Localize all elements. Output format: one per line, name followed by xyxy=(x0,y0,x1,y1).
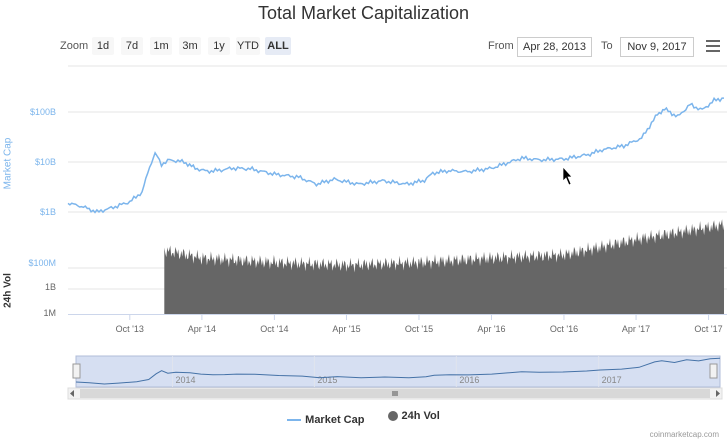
navigator-left-handle[interactable] xyxy=(72,363,81,379)
x-axis-tick-label: Oct '17 xyxy=(694,324,722,334)
market-cap-tick-label: $100B xyxy=(30,107,56,117)
to-label: To xyxy=(601,40,613,52)
legend-label-volume: 24h Vol xyxy=(401,410,440,422)
x-axis-tick-label: Apr '15 xyxy=(332,324,360,334)
navigator-right-handle[interactable] xyxy=(709,363,718,379)
hamburger-menu-icon[interactable] xyxy=(706,40,720,52)
volume-tick-label: 1M xyxy=(43,308,56,318)
to-date-input[interactable]: Nov 9, 2017 xyxy=(620,37,694,57)
navigator-year-label: 2014 xyxy=(175,375,195,385)
chart-title: Total Market Capitalization xyxy=(257,3,470,23)
market-cap-tick-label: $10B xyxy=(35,157,56,167)
x-axis-tick-label: Oct '14 xyxy=(260,324,288,334)
navigator-selection-area[interactable] xyxy=(75,355,721,388)
zoom-1m-button[interactable]: 1m xyxy=(150,37,172,55)
volume-legend-dot-icon xyxy=(387,411,398,421)
x-axis-tick-label: Apr '14 xyxy=(188,324,216,334)
zoom-label: Zoom xyxy=(60,40,89,52)
legend-item-volume[interactable]: 24h Vol xyxy=(387,410,440,422)
navigator-series-line xyxy=(75,357,721,385)
scroll-right-arrow-icon[interactable] xyxy=(716,390,720,397)
legend-label-market-cap: Market Cap xyxy=(305,414,365,426)
x-axis-tick-label: Oct '15 xyxy=(405,324,433,334)
zoom-all-button[interactable]: ALL xyxy=(265,37,291,55)
zoom-ytd-button[interactable]: YTD xyxy=(236,37,260,55)
credit-link[interactable]: coinmarketcap.com xyxy=(649,430,719,439)
zoom-3m-button[interactable]: 3m xyxy=(179,37,201,55)
x-axis-tick-label: Apr '17 xyxy=(622,324,650,334)
legend-item-market-cap[interactable]: Market Cap xyxy=(287,414,364,426)
zoom-1d-button[interactable]: 1d xyxy=(92,37,114,55)
zoom-1y-button[interactable]: 1y xyxy=(208,37,230,55)
market-cap-series-line xyxy=(67,96,724,214)
volume-tick-label: $100M xyxy=(28,258,56,268)
navigator-year-label: 2015 xyxy=(317,375,337,385)
navigator-year-label: 2017 xyxy=(602,375,622,385)
scroll-left-arrow-icon[interactable] xyxy=(70,390,74,397)
x-axis-tick-label: Apr '16 xyxy=(477,324,505,334)
scrollbar-grip-icon xyxy=(392,391,398,396)
from-date-input[interactable]: Apr 28, 2013 xyxy=(517,37,592,57)
x-axis-tick-label: Oct '16 xyxy=(550,324,578,334)
zoom-7d-button[interactable]: 7d xyxy=(121,37,143,55)
volume-series-area xyxy=(164,219,725,314)
navigator-year-label: 2016 xyxy=(459,375,479,385)
volume-tick-label: 1B xyxy=(45,282,56,292)
x-axis-tick-label: Oct '13 xyxy=(116,324,144,334)
market-cap-tick-label: $1B xyxy=(40,207,56,217)
market-cap-legend-line-icon xyxy=(287,419,302,421)
from-label: From xyxy=(488,40,514,52)
mouse-cursor-icon xyxy=(562,166,573,186)
legend: Market Cap 24h Vol xyxy=(0,410,727,426)
